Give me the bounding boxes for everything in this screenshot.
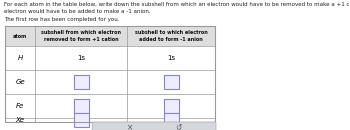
Text: Xe: Xe xyxy=(15,117,24,123)
Text: Ge: Ge xyxy=(15,79,25,85)
FancyBboxPatch shape xyxy=(74,99,89,113)
Text: 1s: 1s xyxy=(77,55,85,61)
Text: The first row has been completed for you.: The first row has been completed for you… xyxy=(4,17,119,22)
Text: 1s: 1s xyxy=(167,55,175,61)
Text: For each atom in the table below, write down the subshell from which an electron: For each atom in the table below, write … xyxy=(4,2,350,7)
Bar xyxy=(5,26,215,46)
Text: subshell to which electron
added to form -1 anion: subshell to which electron added to form… xyxy=(135,30,207,42)
Text: atom: atom xyxy=(13,34,27,38)
Text: Fe: Fe xyxy=(16,103,24,109)
Text: ×: × xyxy=(127,124,133,130)
FancyBboxPatch shape xyxy=(92,122,216,130)
FancyBboxPatch shape xyxy=(163,99,178,113)
Text: H: H xyxy=(18,55,23,61)
Bar xyxy=(5,26,215,122)
Text: electron would have to be added to make a -1 anion.: electron would have to be added to make … xyxy=(4,9,150,14)
Bar xyxy=(5,26,215,122)
FancyBboxPatch shape xyxy=(74,113,89,127)
Text: subshell from which electron
removed to form +1 cation: subshell from which electron removed to … xyxy=(41,30,121,42)
Text: ↺: ↺ xyxy=(175,124,182,130)
FancyBboxPatch shape xyxy=(163,75,178,89)
FancyBboxPatch shape xyxy=(163,113,178,127)
FancyBboxPatch shape xyxy=(74,75,89,89)
